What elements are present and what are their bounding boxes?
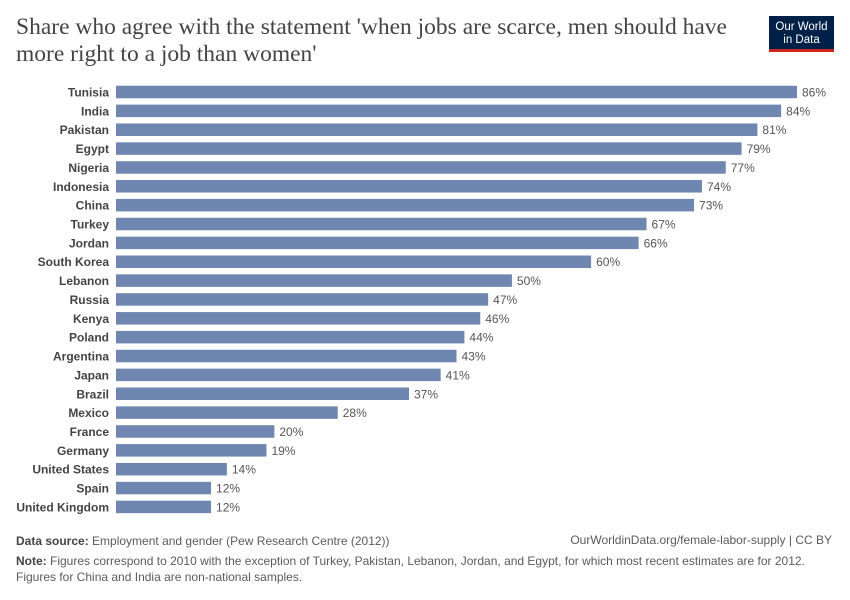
category-label: Argentina — [53, 350, 109, 364]
bar[interactable] — [116, 406, 338, 419]
category-label: India — [81, 104, 109, 118]
value-label: 41% — [446, 368, 470, 382]
value-label: 44% — [469, 331, 493, 345]
owid-logo[interactable]: Our World in Data — [769, 16, 834, 52]
value-label: 19% — [271, 444, 295, 458]
bar[interactable] — [116, 387, 409, 401]
category-label: Pakistan — [60, 123, 109, 137]
category-label: Lebanon — [59, 274, 109, 288]
category-label: Germany — [57, 444, 109, 458]
bar[interactable] — [116, 104, 782, 118]
category-label: Russia — [70, 293, 110, 307]
bar[interactable] — [116, 85, 797, 99]
value-label: 84% — [786, 104, 810, 118]
bar[interactable] — [116, 142, 742, 155]
bar[interactable] — [116, 255, 592, 268]
source-url[interactable]: OurWorldinData.org/female-labor-supply |… — [570, 533, 832, 547]
category-label: Mexico — [68, 406, 109, 420]
chart-title: Share who agree with the statement 'when… — [16, 14, 727, 67]
value-label: 77% — [731, 161, 755, 175]
value-label: 74% — [707, 180, 731, 194]
value-label: 20% — [279, 425, 303, 439]
category-label: Jordan — [69, 236, 109, 250]
value-label: 79% — [747, 142, 771, 156]
category-label: Kenya — [73, 312, 109, 326]
note: Note: Figures correspond to 2010 with th… — [16, 553, 836, 585]
bar-chart: Tunisia 86% India 84% Pakistan 81% Egypt 79% Nig… — [16, 85, 826, 515]
value-label: 60% — [596, 255, 620, 269]
bar[interactable] — [116, 293, 489, 306]
bar[interactable] — [116, 500, 212, 514]
category-label: Tunisia — [68, 86, 109, 100]
value-label: 47% — [493, 293, 517, 307]
category-label: Spain — [76, 482, 109, 496]
category-label: China — [76, 199, 110, 213]
value-label: 66% — [644, 236, 668, 250]
value-label: 43% — [462, 350, 486, 364]
category-label: Nigeria — [68, 161, 109, 175]
bar[interactable] — [116, 481, 212, 495]
category-label: Egypt — [76, 142, 109, 156]
value-label: 73% — [699, 199, 723, 213]
category-label: Japan — [74, 368, 109, 382]
bar[interactable] — [116, 312, 481, 325]
bar[interactable] — [116, 425, 275, 438]
source-text[interactable]: Employment and gender (Pew Research Cent… — [92, 534, 390, 548]
bar[interactable] — [116, 123, 758, 136]
bar[interactable] — [116, 330, 465, 344]
bar[interactable] — [116, 368, 441, 382]
bar[interactable] — [116, 180, 702, 193]
bar[interactable] — [116, 161, 726, 174]
category-label: Turkey — [71, 218, 110, 232]
value-label: 86% — [802, 86, 826, 100]
data-source: Data source: Employment and gender (Pew … — [16, 533, 390, 549]
bar[interactable] — [116, 349, 457, 363]
value-label: 12% — [216, 482, 240, 496]
value-label: 81% — [762, 123, 786, 137]
note-label: Note: — [16, 554, 47, 568]
category-label: Brazil — [76, 387, 109, 401]
category-label: Indonesia — [53, 180, 109, 194]
value-label: 67% — [652, 218, 676, 232]
value-label: 28% — [343, 406, 367, 420]
value-label: 14% — [232, 463, 256, 477]
category-label: South Korea — [38, 255, 110, 269]
category-label: France — [70, 425, 110, 439]
category-label: Poland — [69, 331, 109, 345]
value-label: 12% — [216, 500, 240, 514]
bar[interactable] — [116, 198, 695, 212]
category-label: United States — [32, 463, 109, 477]
source-label: Data source: — [16, 534, 89, 548]
bar[interactable] — [116, 462, 227, 476]
bar[interactable] — [116, 274, 512, 287]
bar[interactable] — [116, 444, 267, 457]
value-label: 46% — [485, 312, 509, 326]
note-text: Figures correspond to 2010 with the exce… — [16, 554, 805, 584]
bar[interactable] — [116, 236, 639, 250]
bar[interactable] — [116, 217, 647, 231]
category-label: United Kingdom — [16, 500, 109, 514]
value-label: 37% — [414, 387, 438, 401]
value-label: 50% — [517, 274, 541, 288]
